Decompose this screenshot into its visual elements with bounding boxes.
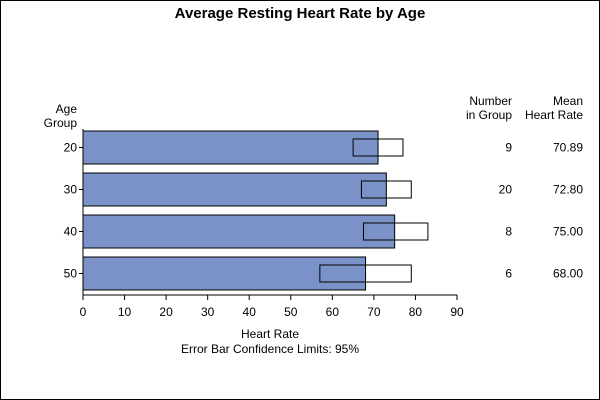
y-tick-label-20: 20 (64, 141, 78, 155)
x-tick-label-90: 90 (450, 305, 464, 319)
chart-title: Average Resting Heart Rate by Age (175, 5, 426, 22)
count-header-line-2: in Group (466, 108, 512, 122)
mean-header-line-1: Mean (553, 94, 583, 108)
confidence-box-50 (319, 264, 412, 283)
x-axis-label: Heart Rate (241, 327, 299, 341)
count-value-30: 20 (499, 183, 513, 197)
y-tick-label-50: 50 (64, 267, 78, 281)
confidence-box-20 (352, 138, 404, 157)
x-tick-label-50: 50 (284, 305, 298, 319)
mean-value-40: 75.00 (553, 225, 583, 239)
x-tick-label-40: 40 (243, 305, 257, 319)
count-header-line-1: Number (469, 94, 512, 108)
y-axis-label-line-1: Age (56, 102, 78, 116)
bar-50 (82, 256, 367, 291)
x-tick-label-60: 60 (326, 305, 340, 319)
x-tick-label-80: 80 (409, 305, 423, 319)
x-tick-label-70: 70 (367, 305, 381, 319)
x-tick-label-20: 20 (159, 305, 173, 319)
count-value-50: 6 (505, 267, 512, 281)
y-tick-label-40: 40 (64, 225, 78, 239)
mean-value-50: 68.00 (553, 267, 583, 281)
y-axis-label-line-2: Group (44, 116, 78, 130)
count-value-20: 9 (505, 141, 512, 155)
x-tick-label-30: 30 (201, 305, 215, 319)
confidence-box-40 (363, 222, 429, 241)
count-value-40: 8 (505, 225, 512, 239)
x-tick-label-10: 10 (118, 305, 132, 319)
x-tick-label-0: 0 (80, 305, 87, 319)
mean-header-line-2: Heart Rate (525, 108, 583, 122)
bar-20 (82, 130, 379, 165)
confidence-box-30 (360, 180, 412, 199)
bar-30 (82, 172, 387, 207)
mean-value-20: 70.89 (553, 141, 583, 155)
mean-value-30: 72.80 (553, 183, 583, 197)
y-tick-label-30: 30 (64, 183, 78, 197)
chart-footnote: Error Bar Confidence Limits: 95% (181, 342, 359, 356)
bar-40 (82, 214, 396, 249)
